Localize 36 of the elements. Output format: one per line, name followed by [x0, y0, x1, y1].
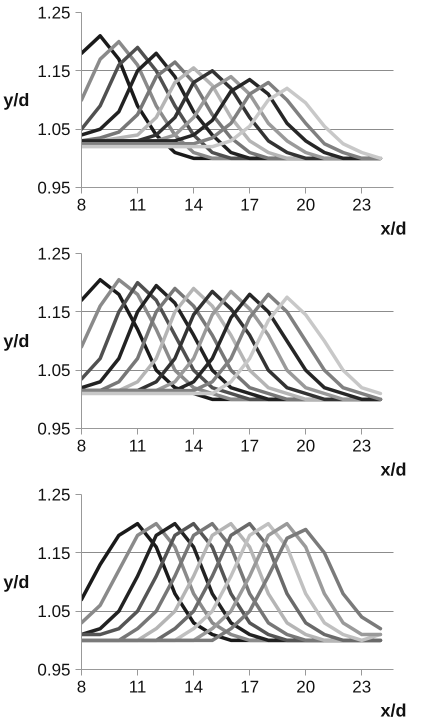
x-tick-label: 17 [240, 436, 260, 456]
y-axis-title: y/d [3, 90, 30, 110]
x-tick-label: 23 [352, 436, 372, 456]
y-tick-label: 1.05 [37, 361, 71, 380]
x-axis-title: x/d [380, 460, 407, 480]
y-tick-label: 0.95 [37, 660, 71, 680]
x-tick-label: 14 [184, 436, 204, 456]
x-tick-label: 17 [240, 678, 260, 696]
x-tick-label: 20 [296, 678, 316, 696]
x-tick-label: 14 [184, 196, 204, 214]
y-tick-label: 1.15 [37, 62, 71, 81]
x-tick-label: 11 [128, 436, 146, 456]
y-tick-label: 1.25 [37, 4, 71, 22]
y-tick-label: 1.15 [37, 544, 71, 563]
x-tick-label: 14 [184, 678, 204, 696]
x-tick-label: 8 [76, 196, 86, 214]
y-axis-title: y/d [3, 572, 30, 592]
y-tick-label: 1.05 [37, 602, 71, 622]
y-tick-label: 1.25 [37, 486, 71, 504]
x-tick-label: 8 [76, 678, 86, 696]
y-tick-label: 1.15 [37, 302, 71, 322]
y-tick-label: 0.95 [37, 178, 71, 198]
y-tick-label: 1.25 [37, 244, 71, 264]
x-tick-label: 11 [128, 196, 146, 214]
y-axis-title: y/d [3, 331, 30, 351]
x-tick-label: 23 [352, 678, 372, 696]
x-axis-title: x/d [380, 218, 407, 238]
x-axis-title: x/d [380, 700, 407, 720]
x-tick-label: 8 [76, 436, 86, 456]
x-tick-label: 20 [296, 436, 316, 456]
x-tick-label: 23 [352, 196, 372, 214]
x-tick-label: 20 [296, 196, 316, 214]
y-tick-label: 0.95 [37, 420, 71, 438]
x-tick-label: 17 [240, 196, 260, 214]
y-tick-label: 1.05 [37, 120, 71, 140]
x-tick-label: 11 [128, 678, 146, 696]
